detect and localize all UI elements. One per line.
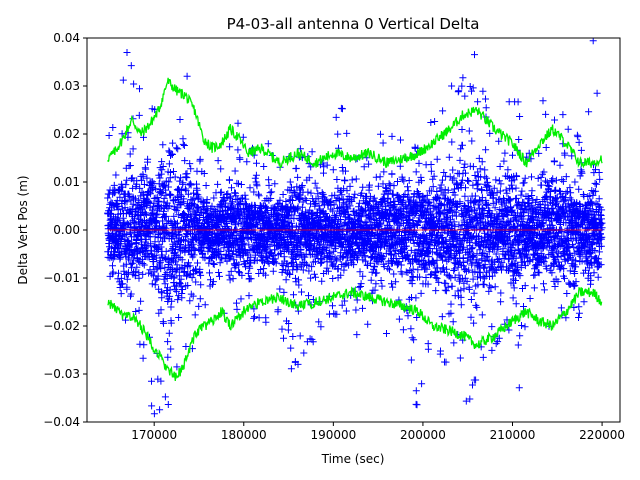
y-tick-label: −0.01 <box>43 271 80 285</box>
y-tick-label: −0.04 <box>43 415 80 429</box>
x-tick-label: 210000 <box>490 428 536 442</box>
y-tick-label: 0.01 <box>53 175 80 189</box>
y-tick-label: −0.03 <box>43 367 80 381</box>
x-tick-label: 180000 <box>221 428 267 442</box>
x-tick-label: 220000 <box>579 428 625 442</box>
chart-title: P4-03-all antenna 0 Vertical Delta <box>227 15 480 33</box>
x-tick-label: 170000 <box>131 428 177 442</box>
x-tick-label: 190000 <box>310 428 356 442</box>
series-lower-bound <box>107 285 603 381</box>
y-tick-label: 0.04 <box>53 31 80 45</box>
series-blue-markers <box>104 38 606 418</box>
plot-area <box>104 38 606 418</box>
blue-plus-markers <box>104 38 606 418</box>
y-tick-label: −0.02 <box>43 319 80 333</box>
y-tick-label: 0.03 <box>53 79 80 93</box>
x-tick-label: 200000 <box>400 428 446 442</box>
x-axis-label: Time (sec) <box>321 452 385 466</box>
series-upper-bound <box>107 77 603 170</box>
y-tick-label: 0.02 <box>53 127 80 141</box>
y-tick-label: 0.00 <box>53 223 80 237</box>
y-axis-label: Delta Vert Pos (m) <box>16 175 30 284</box>
axes: 170000 180000 190000 200000 210000 220000 −0.0… <box>43 31 625 442</box>
